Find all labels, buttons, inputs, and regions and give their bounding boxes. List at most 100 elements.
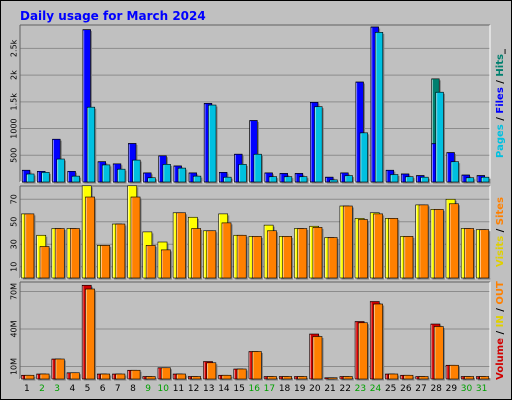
bar-sites-day-8: Sites 8: 72: [130, 196, 141, 279]
bar-out-day-25: OUT 25: 4: [388, 373, 399, 380]
y-axis-label-part: /: [495, 327, 506, 338]
x-tick-label-day-17: 17: [264, 384, 275, 394]
x-tick-label-day-31: 31: [476, 384, 487, 394]
bar-out-day-21-shadow: [329, 379, 339, 381]
bar-out-day-4: OUT 4: 5: [70, 372, 80, 380]
y-tick-label-middle: 10: [10, 262, 19, 272]
bar-pages-day-23: Pages 23: 920: [359, 132, 368, 183]
bar-out-day-28: OUT 28: 42: [433, 326, 444, 380]
bar-pages-day-7: Pages 7: 240: [117, 168, 126, 183]
bar-sites-day-30: Sites 30: 44: [464, 228, 474, 279]
x-tick-label-day-3: 3: [54, 384, 60, 394]
bar-sites-day-11: Sites 11: 58: [176, 212, 186, 279]
bar-sites-day-12: Sites 12: 44: [191, 228, 202, 279]
x-tick-label-day-20: 20: [309, 384, 321, 394]
x-tick-label-day-4: 4: [69, 384, 75, 394]
x-tick-label-day-22: 22: [339, 384, 350, 394]
x-tick-label-day-18: 18: [279, 384, 291, 394]
bar-out-day-29: OUT 29: 11: [449, 364, 459, 380]
y-tick-label-top: 1.5k: [10, 93, 19, 111]
bar-out-day-10: OUT 10: 9: [161, 367, 171, 380]
y-axis-label-part: _: [495, 49, 506, 54]
y-axis-label-part: Hits: [495, 54, 506, 77]
y-tick-label-top: 500: [10, 148, 19, 163]
x-tick-label-day-2: 2: [39, 384, 45, 394]
x-tick-label-day-5: 5: [85, 384, 91, 394]
x-axis-day-labels: 1 2 3 4 5 6 7 8 9 10 11 12 13 14 15 16 17 18 19 20 21 22 23 24 2…: [24, 384, 487, 394]
bar-sites-day-22: Sites 22: 64: [342, 205, 353, 279]
y-tick-label-middle: 70: [10, 194, 19, 204]
bar-out-day-16: OUT 16: 22: [251, 351, 262, 380]
bar-out-day-3: OUT 3: 16: [54, 358, 65, 380]
bar-pages-day-21-shadow: [331, 181, 339, 184]
bar-pages-day-14: Pages 14: 90: [223, 176, 232, 183]
chart-panels: 500 1000 1.5k 2k 2.5kHits 1: 220Files 1: 220…: [10, 24, 506, 381]
bar-pages-day-19: Pages 19: 100: [299, 176, 308, 183]
bar-sites-day-28: Sites 28: 61: [433, 209, 444, 279]
bar-out-day-1: OUT 1: 3: [24, 374, 35, 380]
bar-sites-day-19: Sites 19: 44: [297, 228, 308, 279]
bar-files-day-23: Files 23: 1870: [355, 81, 364, 183]
bar-pages-day-13: Pages 13: 1440: [208, 104, 217, 183]
bar-pages-day-22: Pages 22: 120: [344, 175, 353, 183]
bar-sites-day-16: Sites 16: 37: [251, 236, 262, 279]
bar-pages-day-12: Pages 12: 110: [192, 175, 202, 183]
x-tick-label-day-14: 14: [218, 384, 230, 394]
bar-sites-day-23: Sites 23: 52: [358, 219, 368, 279]
y-tick-label-middle: 30: [10, 239, 19, 249]
bar-pages-day-28: Pages 28: 1680: [435, 91, 444, 183]
x-tick-label-day-21: 21: [324, 384, 335, 394]
x-tick-label-day-12: 12: [188, 384, 199, 394]
bar-sites-day-13: Sites 13: 42: [206, 230, 217, 279]
bar-out-day-24: OUT 24: 60: [373, 303, 383, 380]
bar-out-day-7: OUT 7: 4: [115, 373, 126, 380]
bar-sites-day-24: Sites 24: 57: [373, 213, 383, 279]
y-axis-label-part: Sites: [495, 197, 506, 225]
bar-sites-day-18: Sites 18: 37: [282, 236, 292, 279]
bar-out-day-31: OUT 31: 2: [479, 376, 490, 380]
bar-pages-day-31: Pages 31: 90: [481, 176, 490, 183]
y-axis-label-part: Files: [495, 87, 506, 113]
bar-pages-day-8: Pages 8: 410: [132, 159, 141, 183]
bars-bottom: Volume 1: 3OUT 1: 3Volume 2: 4OUT 2: 4Vo…: [21, 284, 491, 381]
bar-out-day-9: OUT 9: 2: [145, 376, 156, 380]
bar-sites-day-7: Sites 7: 48: [115, 223, 126, 279]
y-tick-label-bottom: 70M: [10, 283, 19, 300]
y-tick-label-top: 2k: [10, 70, 19, 80]
bar-out-day-12: OUT 12: 2: [191, 376, 202, 380]
bar-sites-day-15: Sites 15: 38: [236, 234, 247, 279]
bar-sites-day-20: Sites 20: 45: [312, 227, 323, 279]
bar-sites-day-3: Sites 3: 44: [54, 228, 65, 279]
bar-files-day-5: Files 5: 2850: [82, 29, 91, 183]
bar-pages-day-5: Pages 5: 1400: [86, 106, 96, 183]
y-axis-label-part: Volume: [495, 338, 506, 380]
bar-sites-day-1: Sites 1: 57: [24, 213, 35, 279]
y-axis-label-part: OUT: [495, 281, 506, 305]
bar-pages-day-10: Pages 10: 330: [162, 164, 171, 183]
x-tick-label-day-23: 23: [355, 384, 366, 394]
bar-out-day-21: OUT 21: 1: [327, 377, 338, 380]
bar-sites-day-21: Sites 21: 36: [327, 237, 338, 279]
y-axis-label-middle: Visits / Sites: [495, 197, 506, 267]
bar-out-day-17: OUT 17: 2: [267, 376, 277, 380]
x-tick-label-day-19: 19: [294, 384, 306, 394]
bar-out-day-23: OUT 23: 45: [358, 322, 368, 380]
y-axis-label-part: /: [495, 114, 506, 125]
bar-pages-day-21: Pages 21: 40: [329, 179, 338, 183]
bar-out-day-26: OUT 26: 3: [403, 374, 414, 380]
bar-out-day-18: OUT 18: 2: [282, 376, 292, 380]
x-tick-label-day-16: 16: [249, 384, 261, 394]
bars-middle: Visits 1: 57Sites 1: 57Visits 2: 38Sites…: [21, 185, 491, 280]
y-axis-label-part: Visits: [495, 236, 506, 267]
x-tick-label-day-11: 11: [173, 384, 184, 394]
y-axis-label-top: Pages / Files / Hits_: [495, 49, 506, 158]
bar-pages-day-15: Pages 15: 330: [238, 164, 247, 183]
bar-sites-day-17: Sites 17: 42: [267, 230, 277, 279]
x-tick-label-day-1: 1: [24, 384, 30, 394]
bar-pages-day-18: Pages 18: 100: [283, 176, 293, 183]
y-tick-label-top: 1000: [10, 118, 19, 138]
y-tick-label-bottom: 40M: [10, 320, 19, 337]
bar-out-day-5: OUT 5: 72: [85, 288, 95, 380]
x-tick-label-day-30: 30: [461, 384, 473, 394]
